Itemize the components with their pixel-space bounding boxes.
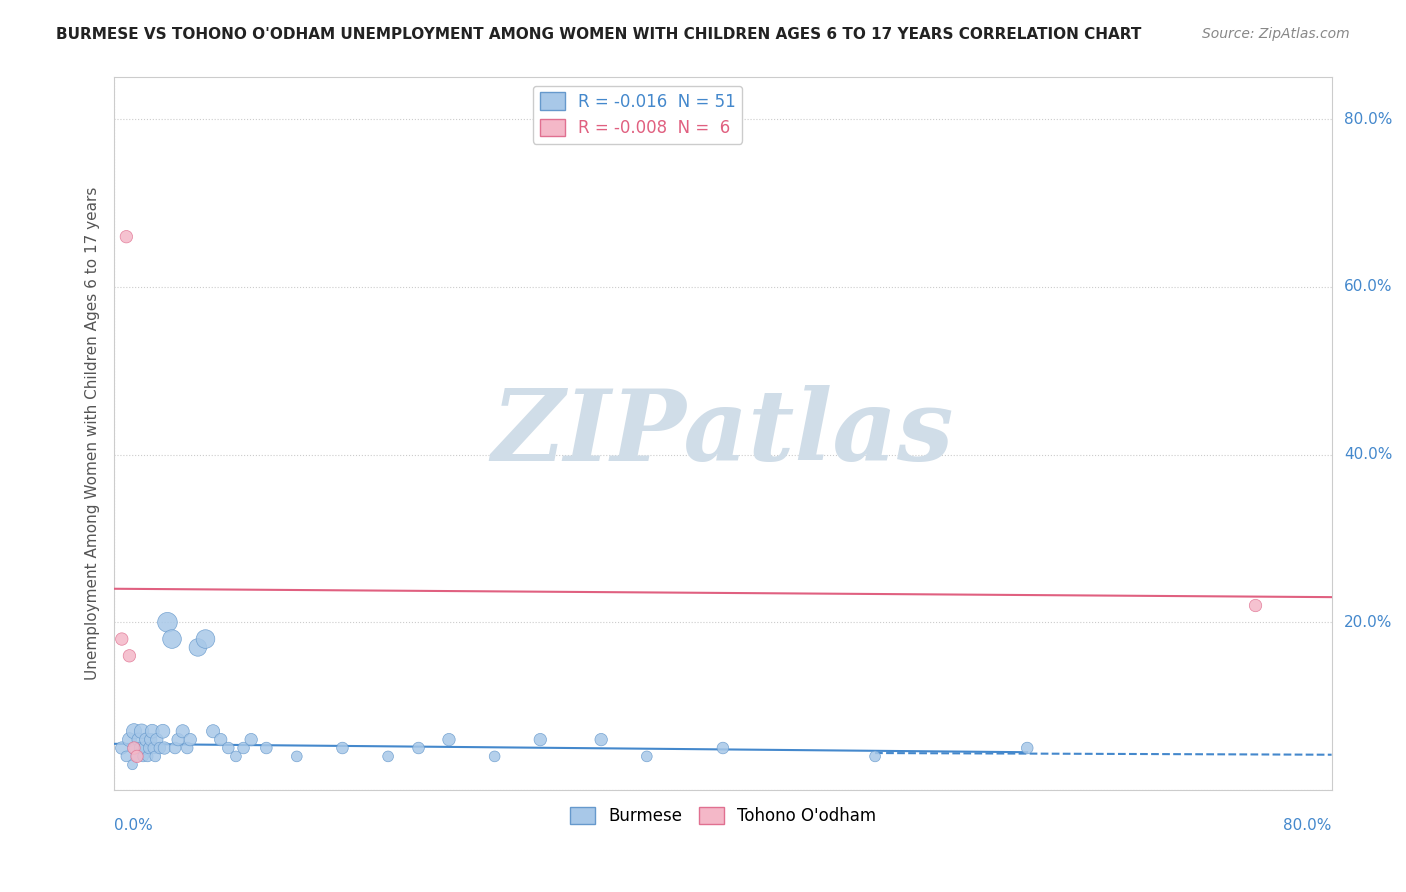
- Point: [332, 741, 354, 756]
- Point: [125, 749, 148, 764]
- Point: [111, 741, 134, 756]
- Point: [591, 732, 613, 747]
- Text: BURMESE VS TOHONO O'ODHAM UNEMPLOYMENT AMONG WOMEN WITH CHILDREN AGES 6 TO 17 YE: BURMESE VS TOHONO O'ODHAM UNEMPLOYMENT A…: [56, 27, 1142, 42]
- Legend: Burmese, Tohono O'odham: Burmese, Tohono O'odham: [562, 800, 883, 831]
- Text: 80.0%: 80.0%: [1344, 112, 1392, 127]
- Point: [141, 724, 163, 739]
- Point: [134, 741, 156, 756]
- Point: [156, 615, 179, 630]
- Point: [118, 648, 141, 663]
- Point: [484, 749, 506, 764]
- Point: [122, 741, 145, 756]
- Point: [240, 732, 263, 747]
- Point: [167, 732, 190, 747]
- Point: [1244, 599, 1267, 613]
- Text: ZIPatlas: ZIPatlas: [492, 385, 955, 482]
- Point: [232, 741, 254, 756]
- Y-axis label: Unemployment Among Women with Children Ages 6 to 17 years: Unemployment Among Women with Children A…: [86, 187, 100, 681]
- Point: [529, 732, 551, 747]
- Point: [187, 640, 209, 655]
- Point: [254, 741, 277, 756]
- Point: [194, 632, 217, 646]
- Point: [132, 749, 155, 764]
- Point: [152, 724, 174, 739]
- Point: [153, 741, 176, 756]
- Point: [165, 741, 187, 756]
- Point: [143, 749, 166, 764]
- Point: [129, 741, 152, 756]
- Point: [179, 732, 201, 747]
- Point: [377, 749, 399, 764]
- Point: [437, 732, 460, 747]
- Point: [172, 724, 194, 739]
- Point: [225, 749, 247, 764]
- Point: [115, 229, 138, 244]
- Point: [128, 732, 150, 747]
- Text: 20.0%: 20.0%: [1344, 615, 1392, 630]
- Point: [217, 741, 239, 756]
- Text: 60.0%: 60.0%: [1344, 279, 1392, 294]
- Point: [636, 749, 658, 764]
- Point: [285, 749, 308, 764]
- Point: [146, 732, 169, 747]
- Point: [149, 741, 172, 756]
- Point: [209, 732, 232, 747]
- Point: [138, 741, 160, 756]
- Point: [711, 741, 734, 756]
- Text: 40.0%: 40.0%: [1344, 447, 1392, 462]
- Point: [202, 724, 225, 739]
- Point: [142, 741, 165, 756]
- Point: [863, 749, 886, 764]
- Point: [115, 749, 138, 764]
- Point: [111, 632, 134, 646]
- Text: Source: ZipAtlas.com: Source: ZipAtlas.com: [1202, 27, 1350, 41]
- Point: [408, 741, 430, 756]
- Point: [125, 749, 148, 764]
- Point: [121, 757, 143, 772]
- Text: 0.0%: 0.0%: [114, 819, 153, 833]
- Point: [118, 732, 141, 747]
- Point: [135, 732, 157, 747]
- Point: [1017, 741, 1039, 756]
- Point: [122, 724, 145, 739]
- Point: [176, 741, 198, 756]
- Text: 80.0%: 80.0%: [1284, 819, 1331, 833]
- Point: [131, 724, 153, 739]
- Point: [124, 741, 146, 756]
- Point: [139, 732, 162, 747]
- Point: [160, 632, 183, 646]
- Point: [136, 749, 159, 764]
